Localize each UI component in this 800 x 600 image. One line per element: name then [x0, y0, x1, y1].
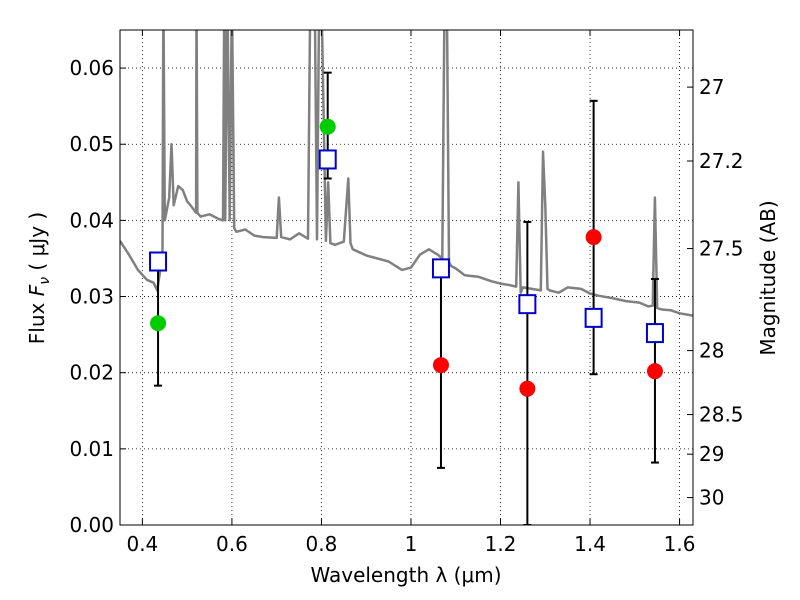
y2-tick-label: 28.5 — [699, 403, 744, 427]
red-data-point — [646, 363, 663, 380]
y-tick-label: 0.02 — [69, 361, 114, 385]
plot-background — [120, 30, 693, 525]
y2-axis-label: Magnitude (AB) — [756, 200, 780, 355]
x-tick-label: 0.4 — [126, 532, 158, 556]
x-tick-label: 0.8 — [306, 532, 338, 556]
y-tick-label: 0.04 — [69, 208, 114, 232]
model-box-marker — [318, 149, 337, 170]
x-tick-label: 1.2 — [485, 532, 517, 556]
y2-tick-label: 27.2 — [699, 149, 744, 173]
x-tick-label: 1 — [405, 532, 418, 556]
red-data-point — [432, 357, 449, 374]
x-tick-label: 1.4 — [574, 532, 606, 556]
y-tick-label: 0.03 — [69, 285, 114, 309]
y-tick-label: 0.05 — [69, 132, 114, 156]
y-axis-label-sub: ν — [37, 277, 53, 285]
model-box-marker — [149, 251, 168, 272]
model-box-marker — [518, 294, 537, 315]
y2-tick-label: 27 — [699, 75, 724, 99]
y2-tick-label: 29 — [699, 442, 724, 466]
x-tick-label: 1.6 — [664, 532, 696, 556]
model-box-marker — [584, 307, 603, 328]
red-data-point — [519, 380, 536, 397]
y-axis-label-prefix: Flux — [25, 296, 49, 344]
y-axis-label: Flux Fν ( μJy ) — [25, 212, 53, 344]
model-box-marker — [431, 258, 450, 279]
y2-tick-label: 28 — [699, 339, 724, 363]
plot-frame — [119, 29, 694, 526]
ticks: 0.4 0.6 0.8 1 1.2 1.4 1.6 0.00 0.01 0.02 0.03 0.04 0… — [69, 30, 744, 556]
model-box-marker — [645, 323, 664, 344]
y-axis-label-unit: ( μJy ) — [25, 212, 49, 277]
y-tick-label: 0.06 — [69, 56, 114, 80]
y-tick-label: 0.01 — [69, 437, 114, 461]
green-data-point — [150, 315, 167, 332]
x-tick-label: 0.6 — [216, 532, 248, 556]
green-data-point — [319, 118, 336, 135]
grid — [120, 30, 693, 525]
model-spectrum-line — [120, 30, 693, 317]
x-axis-label: Wavelength λ (μm) — [310, 563, 501, 587]
red-data-point — [585, 229, 602, 246]
data-layer — [120, 30, 693, 525]
y2-tick-label: 30 — [699, 486, 724, 510]
y2-tick-label: 27.5 — [699, 237, 744, 261]
y-tick-label: 0.00 — [69, 513, 114, 537]
y-axis-label-var: F — [25, 284, 49, 296]
